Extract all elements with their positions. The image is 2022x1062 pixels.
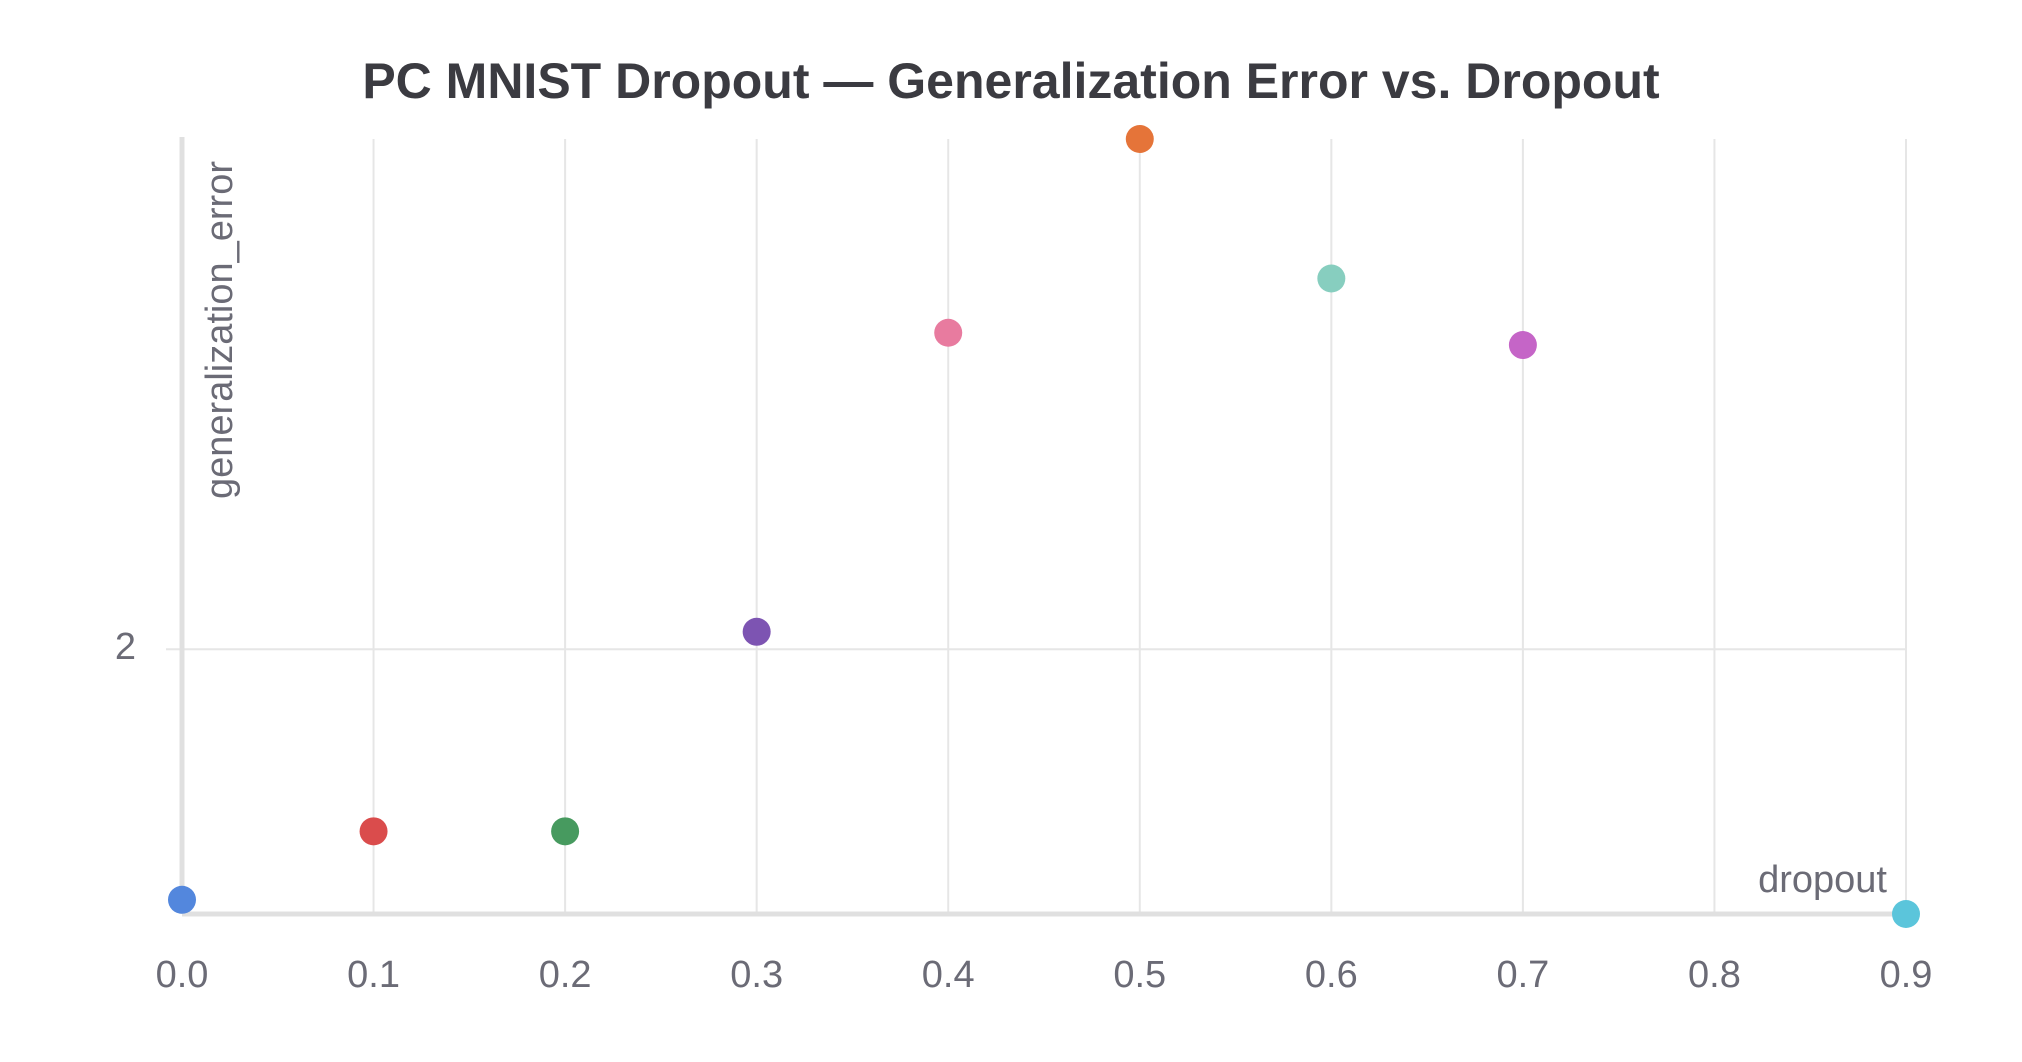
point bbox=[551, 817, 580, 846]
point bbox=[934, 318, 963, 347]
point bbox=[742, 617, 771, 646]
x-tick-label: 0.5 bbox=[1113, 954, 1166, 996]
chart-title: PC MNIST Dropout — Generalization Error … bbox=[362, 53, 1660, 109]
point bbox=[1892, 900, 1920, 928]
point bbox=[1317, 264, 1346, 293]
y-axis-label: generalization_error bbox=[199, 161, 241, 499]
x-tick-label: 0.4 bbox=[922, 954, 975, 996]
x-tick-label: 0.8 bbox=[1688, 954, 1741, 996]
y-tick-label: 2 bbox=[115, 626, 136, 668]
x-tick-label: 0.1 bbox=[347, 954, 400, 996]
point bbox=[1125, 125, 1154, 153]
point bbox=[168, 885, 196, 914]
point bbox=[359, 817, 388, 846]
x-tick-label: 0.7 bbox=[1496, 954, 1549, 996]
x-tick-label: 0.0 bbox=[156, 954, 209, 996]
x-tick-label: 0.9 bbox=[1880, 954, 1933, 996]
x-axis-label: dropout bbox=[1758, 859, 1887, 901]
x-tick-label: 0.3 bbox=[730, 954, 783, 996]
x-tick-label: 0.6 bbox=[1305, 954, 1358, 996]
x-tick-label: 0.2 bbox=[539, 954, 592, 996]
point bbox=[1508, 331, 1537, 360]
